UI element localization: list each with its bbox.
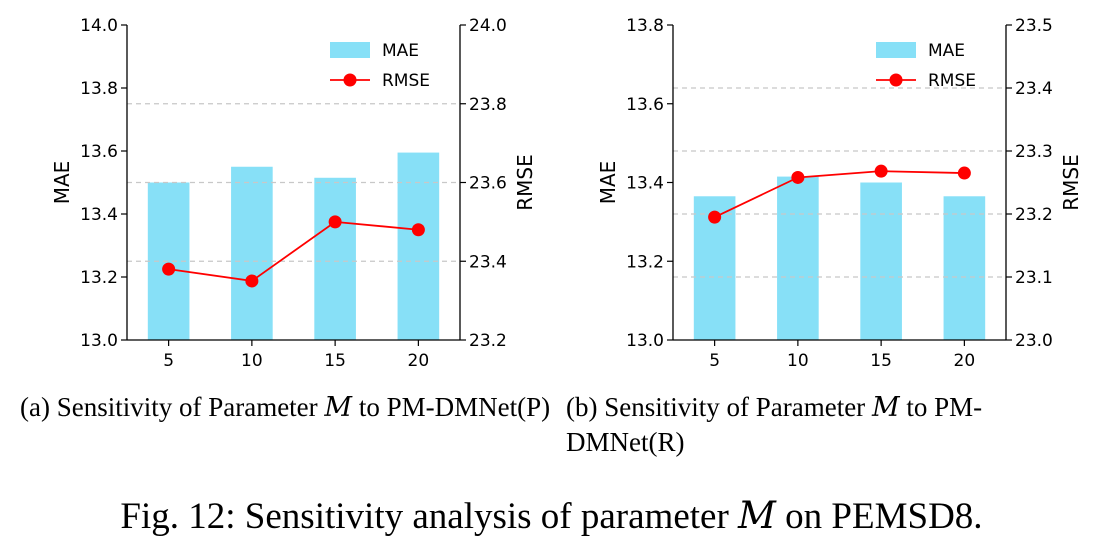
subcaption-a: (a) Sensitivity of Parameter M to PM-DMN… [20,390,560,425]
left-tick-label: 13.6 [80,142,118,162]
left-tick-label: 13.4 [80,205,118,225]
right-tick-label: 23.6 [469,174,507,194]
right-tick-label: 23.0 [1015,331,1053,351]
mae-bar-15 [860,182,902,340]
rmse-point-10 [245,274,259,288]
chart-a: 13.0 13.2 13.4 13.6 13.8 14.0 23.2 23.4 23.6 23.8… [50,16,537,371]
rmse-line [168,220,419,282]
x-tick-label: 20 [408,351,430,371]
left-tick-label: 13.2 [80,268,118,288]
right-tick-label: 23.8 [469,95,507,115]
rmse-point-10 [791,170,805,184]
legend-mae-label: MAE [928,41,965,61]
legend-rmse-label: RMSE [382,71,430,91]
subcaption-b-prefix: (b) Sensitivity of Parameter [566,392,872,422]
legend-rmse-marker [889,73,903,87]
rmse-point-15 [874,164,888,178]
x-tick-label: 5 [709,351,720,371]
charts-canvas: 13.0 13.2 13.4 13.6 13.8 14.0 23.2 23.4 23.6 23.8… [50,16,1083,371]
mae-bar-15 [314,177,356,340]
left-tick-label: 13.0 [626,331,664,351]
right-tick-label: 23.2 [469,331,507,351]
left-tick-label: 13.8 [80,79,118,99]
figure-caption-variable: M [738,494,776,537]
subcaption-a-variable: M [324,392,353,423]
subcaption-b-variable: M [871,392,900,423]
legend-mae-swatch [330,42,370,58]
legend-rmse-marker [343,73,357,87]
mae-bar-10 [231,166,273,340]
chart-b: 13.0 13.2 13.4 13.6 13.8 23.0 23.1 23.2 23.3 23.4… [596,16,1083,371]
right-tick-label: 23.4 [1015,79,1053,99]
left-tick-label: 14.0 [80,16,118,36]
x-tick-label: 10 [241,351,263,371]
y2-axis-label: RMSE [1059,154,1083,210]
figure-caption-prefix: Fig. 12: Sensitivity analysis of paramet… [120,496,739,537]
left-tick-label: 13.0 [80,331,118,351]
x-tick-label: 15 [870,351,892,371]
left-tick-label: 13.8 [626,16,664,36]
rmse-point-5 [162,262,176,276]
x-tick-label: 15 [324,351,346,371]
left-tick-label: 13.4 [626,174,664,194]
right-tick-label: 23.4 [469,252,507,272]
y-axis-label: MAE [50,161,74,205]
right-tick-label: 24.0 [469,16,507,36]
left-tick-label: 13.2 [626,252,664,272]
right-tick-label: 23.1 [1015,268,1053,288]
figure-caption: Fig. 12: Sensitivity analysis of paramet… [0,494,1103,538]
legend-mae-swatch [876,42,916,58]
rmse-point-20 [411,223,425,237]
legend-rmse-label: RMSE [928,71,976,91]
y-axis-label: MAE [596,161,620,205]
right-tick-label: 23.3 [1015,142,1053,162]
mae-bar-20 [397,152,440,340]
subcaption-a-prefix: (a) Sensitivity of Parameter [20,392,325,422]
mae-bar-10 [777,176,819,340]
mae-bar-20 [943,196,986,340]
x-tick-label: 5 [163,351,174,371]
subcaption-a-suffix: to PM-DMNet(P) [352,392,551,422]
rmse-line [714,170,965,218]
y2-axis-label: RMSE [513,154,537,210]
rmse-point-15 [328,215,342,229]
rmse-point-5 [708,210,722,224]
x-tick-label: 10 [787,351,809,371]
subcaption-b-suffix: to PM-DMNet(R) [566,392,983,457]
right-tick-label: 23.2 [1015,205,1053,225]
left-tick-label: 13.6 [626,95,664,115]
x-tick-label: 20 [954,351,976,371]
right-tick-label: 23.5 [1015,16,1053,36]
legend-mae-label: MAE [382,41,419,61]
rmse-point-20 [957,166,971,180]
figure-caption-suffix: on PEMSD8. [775,496,983,537]
subcaption-b: (b) Sensitivity of Parameter M to PM-DMN… [566,390,1096,459]
